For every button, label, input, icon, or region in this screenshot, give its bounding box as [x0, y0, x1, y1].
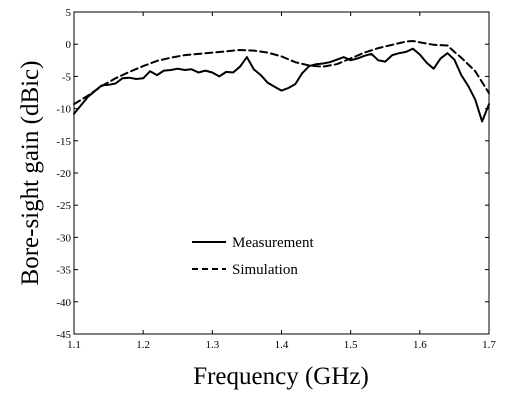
x-tick-label: 1.1 [67, 339, 81, 351]
ticks: 1.1 1.2 1.3 1.4 1.5 1.6 1.7 5 0 -5 -10 -15 -20 -25 -30… [56, 7, 496, 351]
x-tick-label: 1.3 [205, 339, 219, 351]
y-tick-label: 0 [66, 39, 72, 51]
y-tick-label: -35 [56, 265, 71, 277]
y-tick-label: -5 [62, 71, 72, 83]
series-line-measurement [73, 47, 490, 123]
y-tick-label: -10 [56, 104, 71, 116]
legend: Measurement Simulation [192, 235, 314, 278]
y-tick-label: -20 [56, 168, 71, 180]
y-tick-label: -15 [56, 136, 71, 148]
y-tick-label: -30 [56, 232, 71, 244]
x-tick-label: 1.5 [344, 339, 358, 351]
series-line-simulation [73, 40, 490, 106]
y-axis-title: Bore-sight gain (dBic) [17, 61, 44, 286]
y-tick-label: -45 [56, 329, 71, 341]
x-tick-label: 1.2 [136, 339, 150, 351]
y-tick-label: 5 [66, 7, 72, 19]
x-tick-label: 1.6 [413, 339, 427, 351]
legend-label-measurement: Measurement [232, 235, 314, 251]
plot-area [73, 11, 490, 335]
x-axis-title: Frequency (GHz) [193, 363, 369, 390]
series-lines [73, 40, 490, 123]
legend-label-simulation: Simulation [232, 262, 298, 278]
y-tick-label: -40 [56, 297, 71, 309]
y-tick-label: -25 [56, 200, 71, 212]
x-tick-label: 1.7 [482, 339, 496, 351]
x-tick-label: 1.4 [275, 339, 289, 351]
